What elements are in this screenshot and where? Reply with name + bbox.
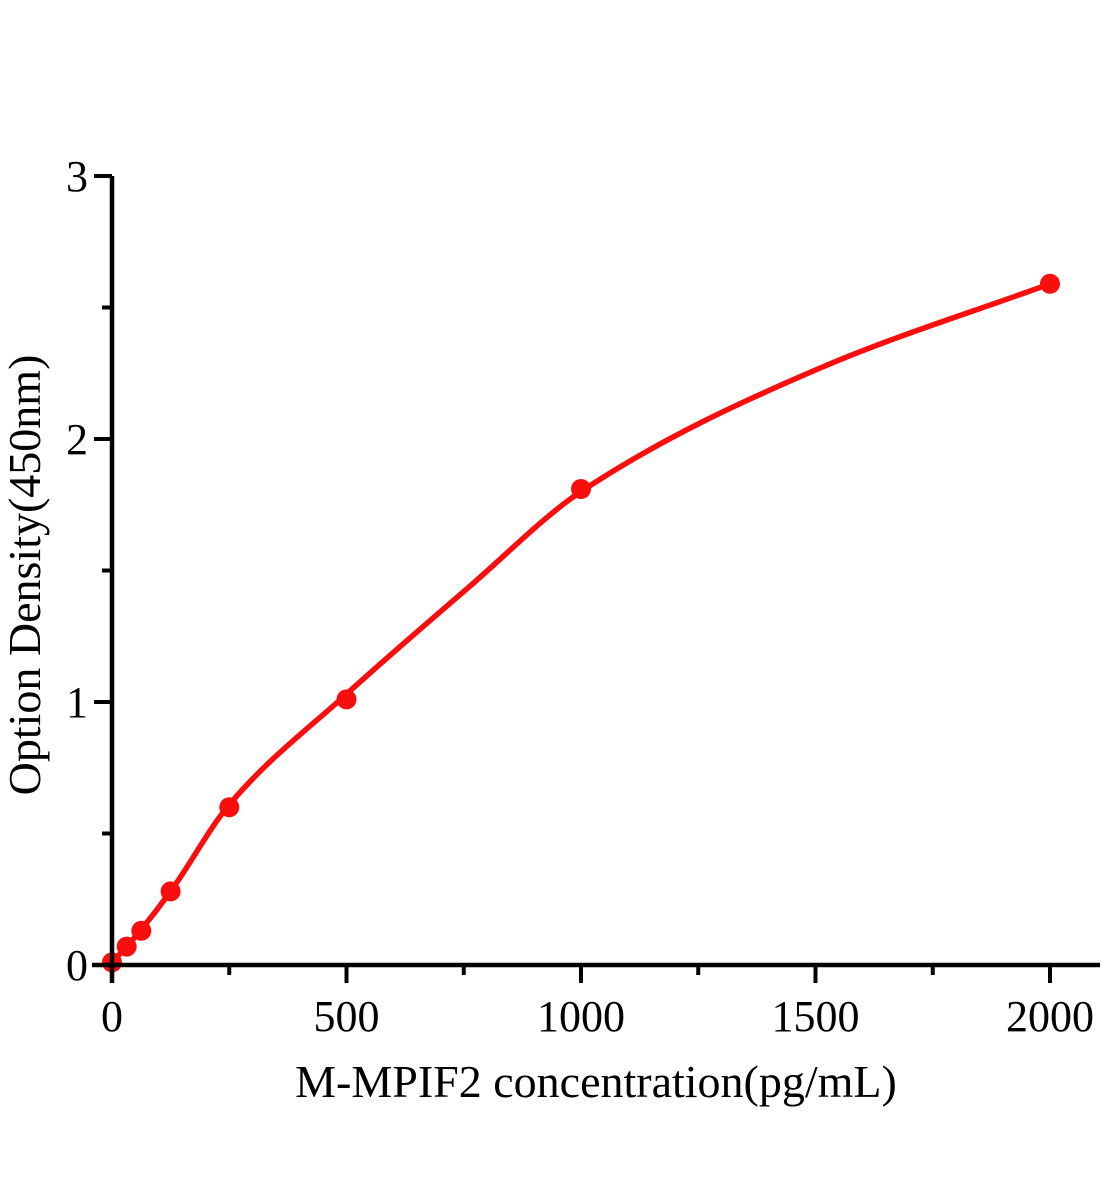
data-point	[571, 479, 591, 499]
x-tick-label: 2000	[1006, 992, 1094, 1041]
y-tick-label: 0	[66, 941, 88, 990]
data-point	[336, 689, 357, 710]
x-tick-label: 1500	[772, 992, 860, 1041]
x-tick-label: 0	[101, 992, 123, 1041]
y-tick-label: 3	[66, 152, 88, 201]
x-tick-label: 500	[314, 992, 380, 1041]
x-tick-label: 1000	[537, 992, 625, 1041]
data-point	[116, 936, 137, 957]
data-point	[219, 797, 240, 818]
data-point	[1040, 273, 1060, 294]
y-axis-title: Option Density(450nm)	[0, 355, 50, 796]
y-tick-label: 1	[66, 678, 88, 727]
data-point	[160, 881, 181, 902]
x-axis-title: M-MPIF2 concentration(pg/mL)	[295, 1056, 897, 1107]
y-tick-label: 2	[66, 415, 88, 464]
axis-layer: 0 500 1000 1500 2000 0 1 2 3	[66, 152, 1100, 1041]
fit-curve	[109, 281, 1053, 966]
plot-layer	[102, 273, 1060, 973]
data-point	[131, 920, 152, 941]
